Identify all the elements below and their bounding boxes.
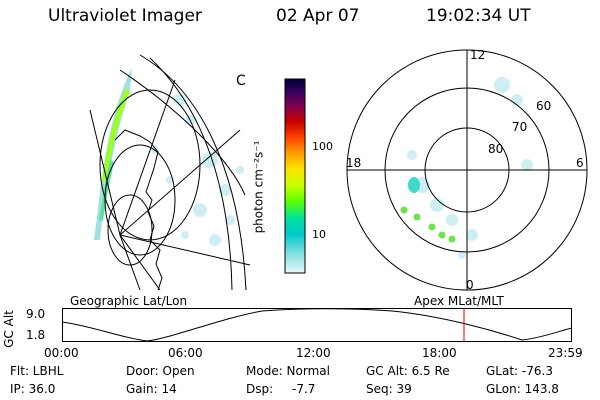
- mlt-label-0: 0: [466, 278, 474, 292]
- filter-info: Flt: LBHL: [10, 364, 64, 378]
- altitude-curve: [62, 308, 572, 342]
- altitude-ytick-min: 1.8: [26, 328, 46, 342]
- time-tick-0600: 06:00: [168, 346, 203, 360]
- dsp-label: Dsp:: [246, 382, 274, 396]
- seq-info: Seq: 39: [366, 382, 412, 396]
- colorbar-unit-label: photon cm⁻²s⁻¹: [251, 140, 266, 234]
- magnetic-panel-title: Apex MLat/MLT: [414, 294, 504, 308]
- lat-label-60: 60: [536, 99, 552, 113]
- color-scale-bar: [284, 78, 306, 274]
- glon-info: GLon: 143.8: [486, 382, 559, 396]
- bright-spots: [400, 206, 456, 243]
- colorbar-tick-10: 10: [312, 228, 326, 241]
- gcalt-info: GC Alt: 6.5 Re: [366, 364, 450, 378]
- mlt-label-6: 6: [576, 156, 584, 170]
- aurora-speckle: [151, 94, 244, 246]
- mlt-label-12: 12: [470, 48, 486, 62]
- lat-label-70: 70: [512, 120, 528, 134]
- coastline: [114, 129, 163, 290]
- time-tick-1800: 18:00: [422, 346, 457, 360]
- mode-info: Mode: Normal: [246, 364, 330, 378]
- time-tick-1200: 12:00: [296, 346, 331, 360]
- door-info: Door: Open: [126, 364, 195, 378]
- aurora-speckle-polar: [407, 77, 533, 259]
- altitude-plot: [62, 308, 572, 342]
- geographic-image-panel: C: [89, 54, 251, 290]
- instrument-title: Ultraviolet Imager: [48, 6, 202, 26]
- dsp-value: -7.7: [292, 382, 316, 396]
- left-corner-symbol: C: [236, 73, 246, 89]
- gain-info: Gain: 14: [126, 382, 177, 396]
- time-tick-2359: 23:59: [548, 346, 583, 360]
- geographic-panel-title: Geographic Lat/Lon: [70, 294, 188, 308]
- aurora-arc-bright: [102, 88, 130, 182]
- time-tick-0000: 00:00: [44, 346, 79, 360]
- observation-date: 02 Apr 07: [276, 6, 360, 26]
- magnetic-polar-panel: [346, 49, 588, 291]
- colorbar-tick-100: 100: [312, 140, 333, 153]
- altitude-ylabel: GC Alt: [1, 310, 16, 348]
- observation-time: 19:02:34 UT: [426, 6, 531, 26]
- altitude-ytick-max: 9.0: [26, 307, 46, 321]
- lat-label-80: 80: [488, 142, 504, 156]
- mlt-label-18: 18: [346, 156, 362, 170]
- ip-info: IP: 36.0: [10, 382, 56, 396]
- polar-grid: [346, 49, 588, 291]
- glat-info: GLat: -76.3: [486, 364, 553, 378]
